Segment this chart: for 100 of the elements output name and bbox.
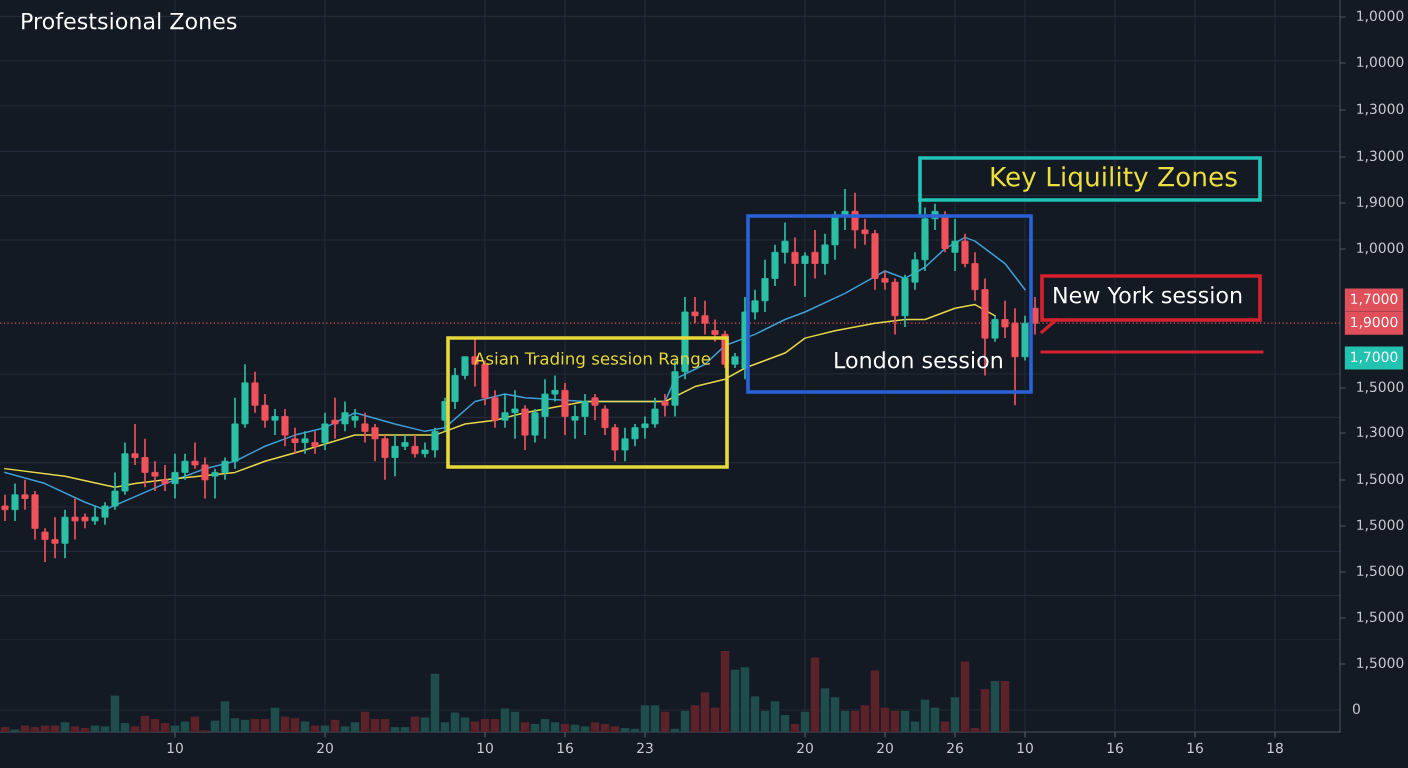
bar (450, 712, 460, 732)
bar (70, 726, 80, 732)
text: 1,0000 (1357, 10, 1404, 23)
candlestick (391, 434, 399, 477)
x-tick-label: 16 (557, 742, 573, 754)
bar (130, 726, 140, 732)
bar (880, 707, 890, 732)
text: 1,7000 (1351, 351, 1398, 364)
candlestick (311, 430, 319, 455)
candlestick (861, 217, 869, 246)
bar (810, 657, 820, 732)
bar (360, 711, 370, 732)
candlestick (261, 393, 269, 429)
bar (720, 651, 730, 732)
annotation: Key Liquility Zones (991, 166, 1237, 192)
text: 1,5000 (1357, 473, 1404, 486)
candlestick (821, 232, 829, 276)
candlestick (431, 426, 439, 459)
bar (550, 722, 560, 732)
bar (850, 710, 860, 732)
candlestick (791, 236, 799, 287)
candlestick (991, 314, 999, 343)
bar (700, 692, 710, 732)
x-tick-label: 20 (797, 742, 813, 754)
bar (940, 721, 950, 732)
bar (660, 711, 670, 732)
x-tick-label: 16 (1187, 742, 1203, 754)
bar (120, 723, 130, 732)
bar (390, 727, 400, 732)
bar (100, 726, 110, 732)
text: 1,3000 (1357, 150, 1404, 163)
candlestick (291, 426, 299, 455)
bar (750, 696, 760, 732)
bar (420, 717, 430, 732)
candlestick (71, 497, 79, 541)
candlestick (571, 404, 579, 440)
bar (590, 722, 600, 732)
bar (680, 710, 690, 732)
bar (300, 721, 310, 732)
bar (910, 721, 920, 732)
candlestick (961, 232, 969, 269)
candlestick (201, 456, 209, 500)
bar (960, 661, 970, 732)
text: 1,3000 (1357, 103, 1404, 116)
candlestick (551, 374, 559, 403)
bar (340, 726, 350, 732)
bar (860, 705, 870, 732)
candlestick (911, 251, 919, 291)
bar (260, 719, 270, 732)
candlestick (811, 229, 819, 280)
bar (780, 714, 790, 732)
bar (30, 727, 40, 732)
candlestick (661, 393, 669, 418)
bar (290, 718, 300, 732)
annotation: New York session (1054, 286, 1242, 304)
bar (1000, 680, 1010, 732)
candlestick (271, 408, 279, 436)
bar (580, 726, 590, 732)
bar (600, 723, 610, 732)
candlestick (21, 479, 29, 511)
bar (640, 705, 650, 732)
bar (530, 723, 540, 732)
candlestick (691, 296, 699, 325)
bar (870, 670, 880, 732)
bar (250, 719, 260, 732)
candlestick (611, 423, 619, 463)
candlestick (591, 393, 599, 422)
bar (410, 716, 420, 732)
bar (840, 710, 850, 732)
bar (220, 701, 230, 732)
bar (710, 707, 720, 732)
bar (970, 727, 980, 732)
bar (560, 723, 570, 732)
candlestick (951, 217, 959, 272)
candlestick (341, 400, 349, 433)
bar (280, 716, 290, 732)
text: 1,0000 (1357, 56, 1404, 69)
candlestick (1001, 299, 1009, 339)
bar (180, 721, 190, 732)
candlestick (651, 396, 659, 429)
bar (890, 710, 900, 732)
candlestick (51, 516, 59, 560)
bar (350, 722, 360, 732)
bar (800, 711, 810, 732)
bar (430, 673, 440, 732)
bar (740, 667, 750, 732)
candlestick (621, 426, 629, 463)
bar (210, 720, 220, 732)
text: 1,9000 (1357, 196, 1404, 209)
candlestick (541, 378, 549, 440)
bar (60, 722, 70, 732)
candlestick (1, 493, 9, 522)
candlestick (41, 527, 49, 563)
text: 0 (1352, 703, 1360, 715)
candlestick (221, 456, 229, 481)
bar (790, 723, 800, 732)
bar (920, 699, 930, 732)
candlestick (181, 452, 189, 481)
text: 1,5000 (1357, 657, 1404, 670)
candlestick (331, 396, 339, 440)
